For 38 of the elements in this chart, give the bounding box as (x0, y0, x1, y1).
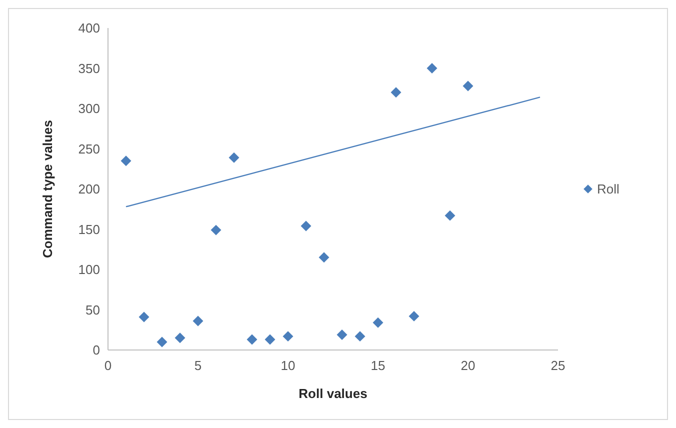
x-tick-label: 0 (104, 358, 112, 373)
point (444, 210, 456, 221)
point (264, 334, 276, 345)
point (138, 312, 150, 322)
y-tick-label: 0 (92, 342, 100, 358)
point (354, 331, 366, 342)
point (156, 336, 168, 348)
x-tick-label: 5 (194, 358, 202, 373)
point (336, 329, 348, 340)
point (192, 316, 204, 326)
point (300, 220, 312, 232)
x-tick-label: 25 (550, 358, 566, 373)
x-axis-title: Roll values (298, 386, 368, 401)
y-tick-label: 100 (78, 262, 100, 278)
point (120, 156, 132, 166)
y-tick-label: 300 (78, 101, 100, 116)
y-tick-label: 50 (86, 302, 100, 318)
point (408, 310, 420, 322)
x-tick-label: 10 (280, 358, 296, 373)
y-tick-label: 400 (78, 20, 100, 36)
point (228, 152, 240, 163)
point (318, 252, 330, 263)
y-tick-label: 350 (78, 60, 100, 76)
y-tick-label: 200 (78, 182, 100, 197)
x-tick-label: 20 (460, 358, 476, 373)
y-tick-label: 250 (78, 141, 100, 156)
point (174, 332, 186, 344)
y-axis-title: Command type values (40, 120, 55, 258)
legend-label: Roll (597, 182, 620, 197)
x-tick-label: 15 (370, 358, 386, 373)
point (426, 63, 438, 74)
point (390, 87, 402, 98)
point (246, 334, 258, 345)
point (372, 317, 384, 328)
y-tick-label: 150 (78, 222, 100, 237)
point (282, 331, 294, 342)
point (210, 224, 222, 236)
point (462, 80, 474, 92)
